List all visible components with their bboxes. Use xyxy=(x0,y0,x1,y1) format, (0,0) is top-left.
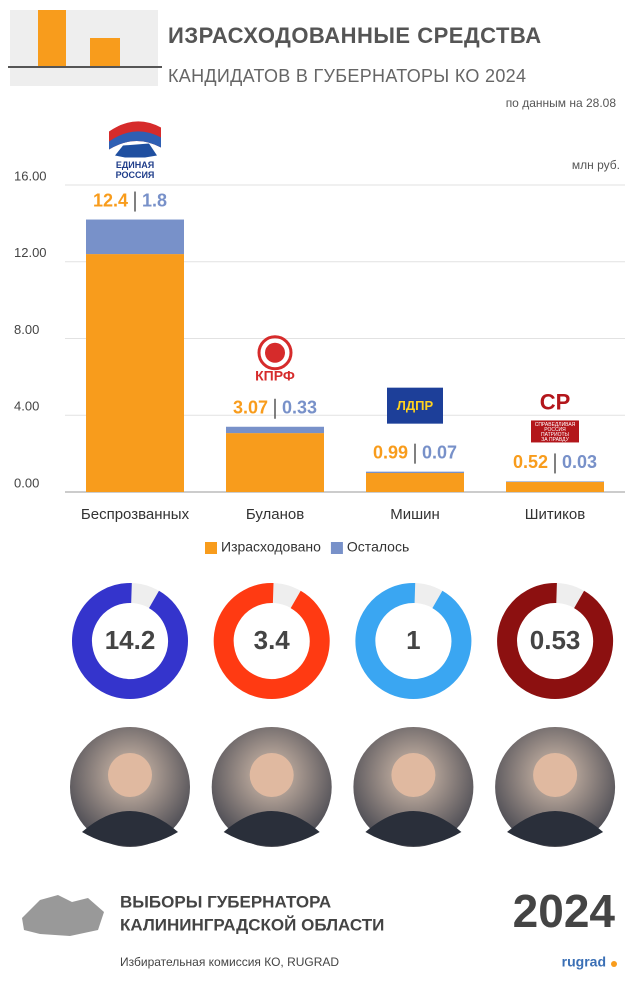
note: по данным на 28.08 xyxy=(506,96,617,110)
y-tick-label: 0.00 xyxy=(14,475,39,490)
y-tick-label: 4.00 xyxy=(14,399,39,414)
logo-text: ЛДПР xyxy=(397,398,434,413)
x-tick-label: Беспрозванных xyxy=(81,506,190,523)
y-tick-label: 12.00 xyxy=(14,245,47,260)
donut-ring xyxy=(213,583,330,699)
value-label: 0.03 xyxy=(562,452,597,472)
photo-body xyxy=(507,811,604,846)
logo-text: СПРАВЕДЛИВАЯ xyxy=(535,422,576,428)
photo-face xyxy=(108,753,152,797)
legend-label: Осталось xyxy=(347,539,409,555)
value-label: 0.07 xyxy=(422,442,457,462)
logo-text: КПРФ xyxy=(255,367,295,383)
header-icon-bar xyxy=(38,10,66,66)
photo-face xyxy=(533,753,578,797)
donut-value: 0.53 xyxy=(530,625,581,655)
value-label: 1.8 xyxy=(142,190,167,210)
logo-text: ПАТРИОТЫ xyxy=(541,432,569,438)
bar-segment xyxy=(86,254,184,492)
photo-body xyxy=(365,811,462,846)
donut-value: 3.4 xyxy=(254,625,291,655)
logo-text: РОССИЯ xyxy=(116,170,155,180)
header-icon-bar xyxy=(90,38,120,66)
donut-ring xyxy=(355,583,472,699)
bar-segment xyxy=(226,426,324,434)
photo-body xyxy=(82,811,178,846)
donut-value: 14.2 xyxy=(105,625,156,655)
region-map xyxy=(22,895,104,936)
value-label: 0.52 xyxy=(513,452,548,472)
brand-dot xyxy=(611,961,617,967)
bar-segment xyxy=(366,473,464,492)
x-tick-label: Буланов xyxy=(246,506,304,523)
y-tick-label: 8.00 xyxy=(14,322,39,337)
subtitle: КАНДИДАТОВ В ГУБЕРНАТОРЫ КО 2024 xyxy=(168,66,526,86)
bar-segment xyxy=(506,481,604,483)
footer-title: ВЫБОРЫ ГУБЕРНАТОРА xyxy=(120,892,331,911)
bar-segment xyxy=(506,482,604,492)
donut-ring xyxy=(497,583,614,699)
bar-segment xyxy=(226,433,324,492)
logo-ring xyxy=(257,335,293,371)
logo-bear xyxy=(115,143,157,158)
value-label: 12.4 xyxy=(93,190,128,210)
photo-body xyxy=(223,811,320,846)
footer-year: 2024 xyxy=(513,885,616,937)
photo-face xyxy=(391,753,436,797)
legend-swatch xyxy=(205,542,217,554)
logo-text: СР xyxy=(540,389,571,414)
value-label: 0.99 xyxy=(373,442,408,462)
logo-text: РОССИЯ xyxy=(544,427,566,433)
donut-ring xyxy=(72,583,188,699)
header-icon-bg xyxy=(10,10,158,86)
source: Избирательная комиссия КО, RUGRAD xyxy=(120,955,339,969)
title: ИЗРАСХОДОВАННЫЕ СРЕДСТВА xyxy=(168,23,542,48)
y-tick-label: 16.00 xyxy=(14,168,47,183)
x-tick-label: Мишин xyxy=(390,506,440,523)
logo-text: ЕДИНАЯ xyxy=(116,160,154,170)
value-label: 3.07 xyxy=(233,398,268,418)
logo-flag xyxy=(109,131,161,150)
logo-band xyxy=(531,420,579,443)
logo-core xyxy=(265,342,285,363)
photo-face xyxy=(249,753,294,797)
logo-box xyxy=(387,387,443,424)
bar-segment xyxy=(366,471,464,474)
footer-title: КАЛИНИНГРАДСКОЙ ОБЛАСТИ xyxy=(120,915,384,934)
logo-text: ЗА ПРАВДУ xyxy=(541,437,569,443)
legend-label: Израсходовано xyxy=(221,539,321,555)
x-tick-label: Шитиков xyxy=(525,506,585,523)
bar-segment xyxy=(86,219,184,255)
value-label: 0.33 xyxy=(282,398,317,418)
unit-label: млн руб. xyxy=(572,158,620,172)
brand: rugrad xyxy=(562,954,606,970)
donut-value: 1 xyxy=(406,625,420,655)
legend-swatch xyxy=(330,542,343,554)
